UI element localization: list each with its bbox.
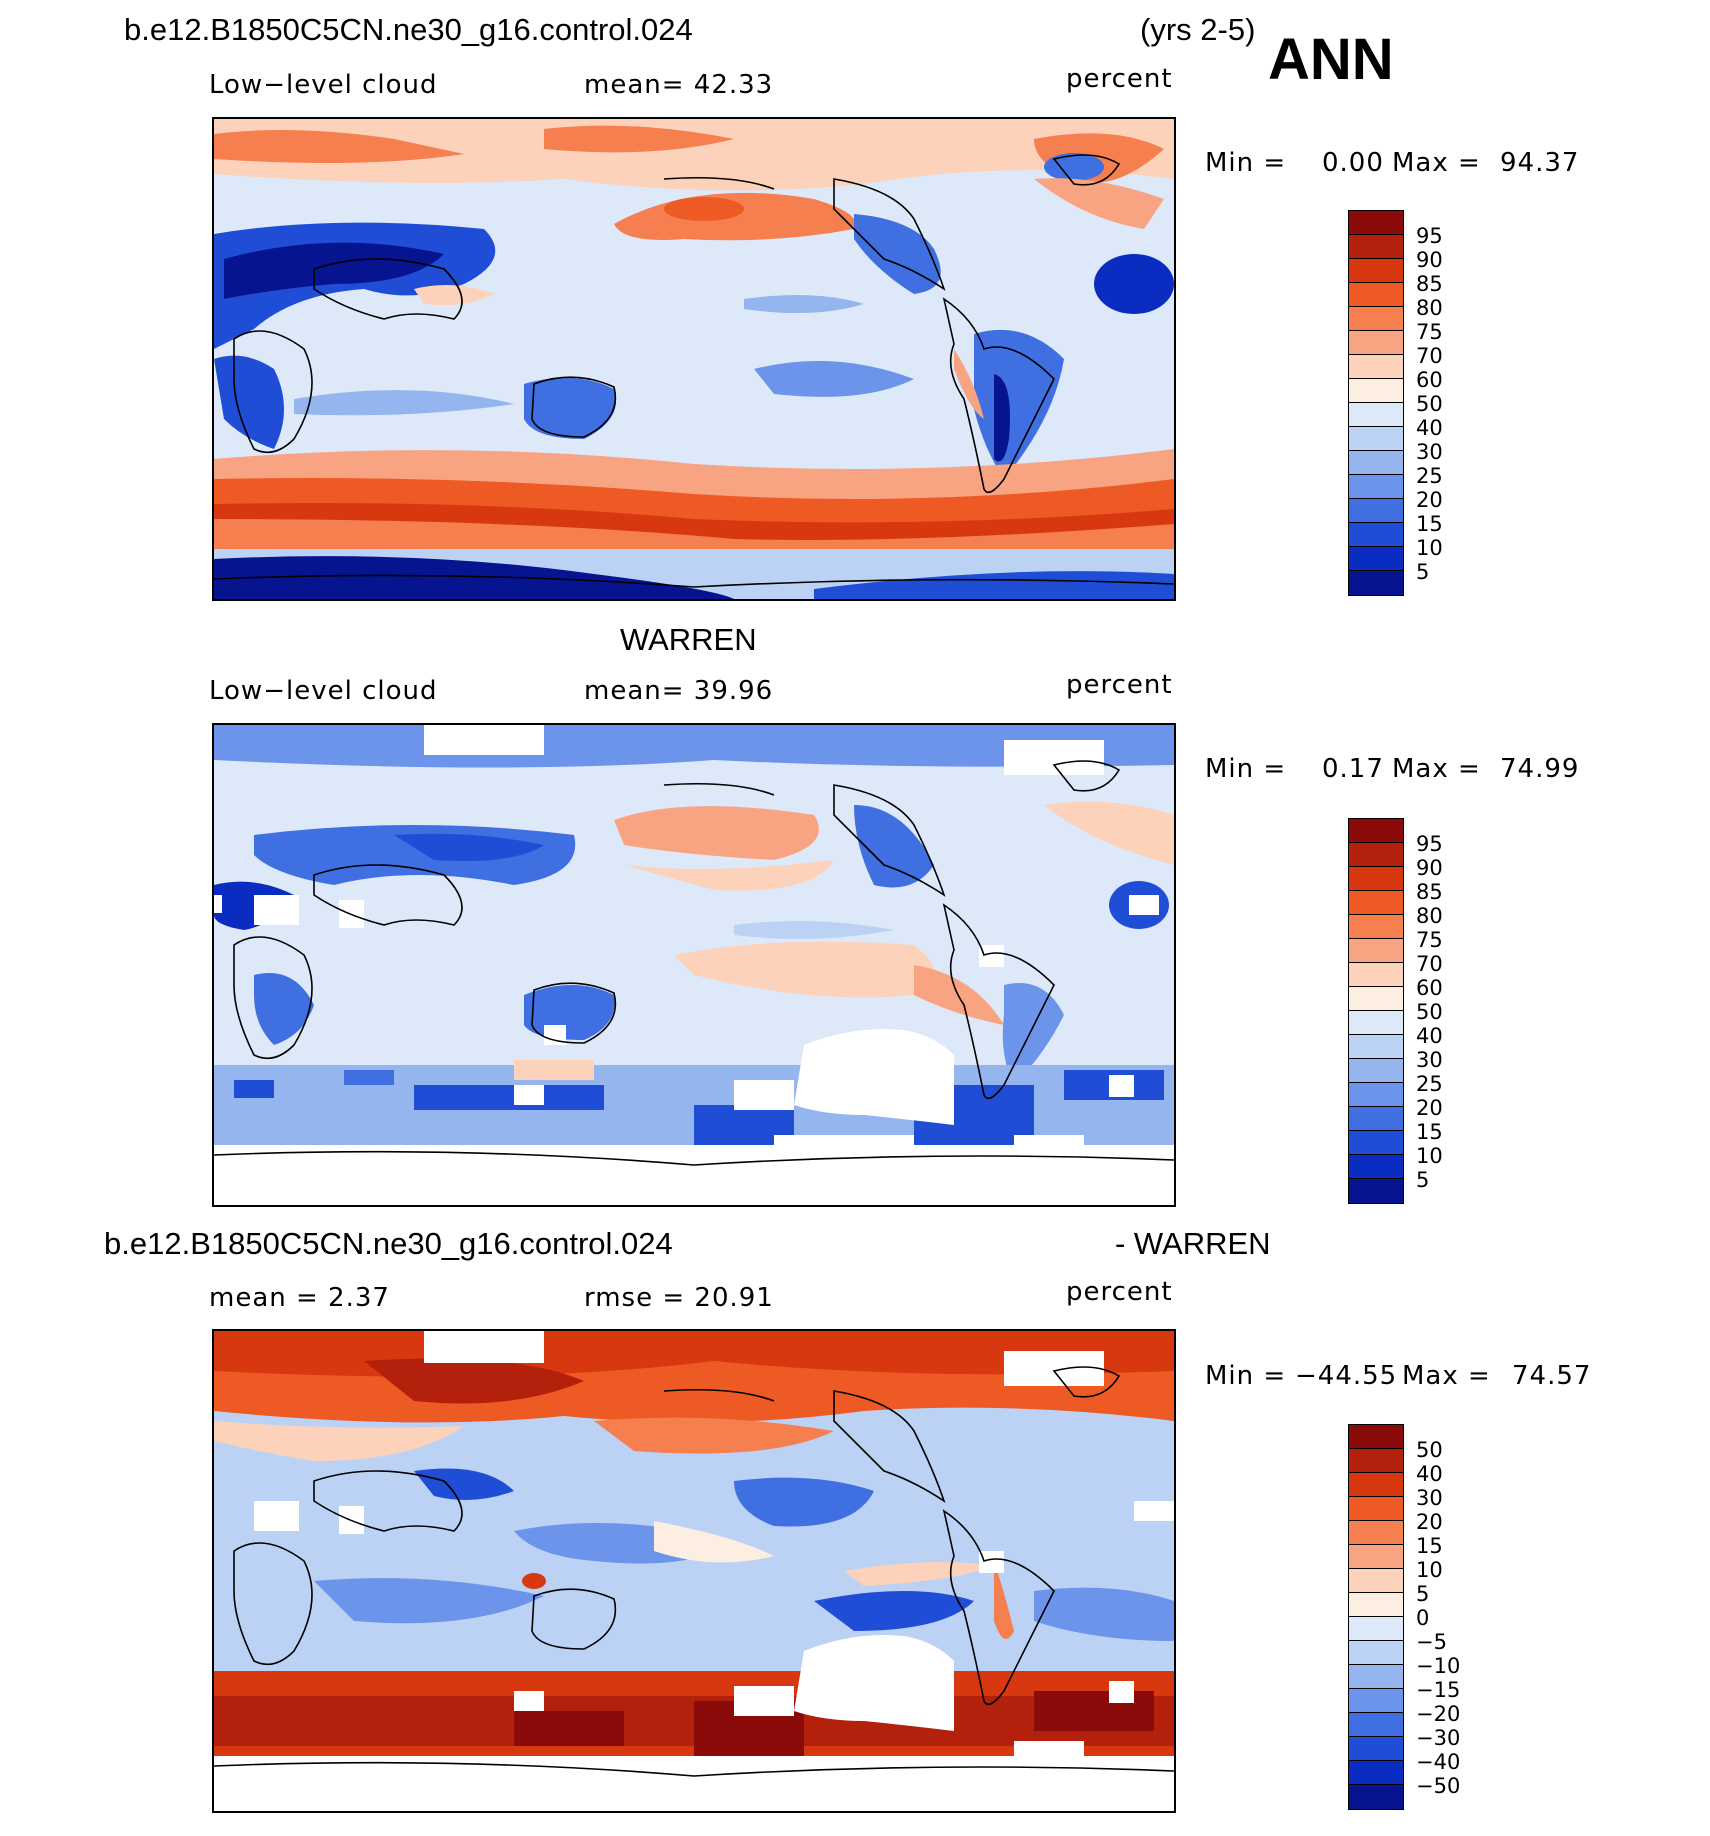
panel1-colorbar bbox=[1348, 210, 1404, 596]
panel2-min-value: 0.17 bbox=[1322, 754, 1384, 784]
panel2-colorbar-label: 40 bbox=[1416, 1024, 1443, 1048]
panel2-colorbar-label: 15 bbox=[1416, 1120, 1443, 1144]
panel3-max-value: 74.57 bbox=[1512, 1361, 1592, 1391]
panel3-colorbar-label: −50 bbox=[1416, 1774, 1461, 1798]
panel3-colorbar-label: 20 bbox=[1416, 1510, 1443, 1534]
season-label: ANN bbox=[1268, 27, 1394, 92]
panel2-min-label: Min = bbox=[1205, 754, 1287, 784]
panel2-colorbar-label: 60 bbox=[1416, 976, 1443, 1000]
panel2-colorbar-label: 20 bbox=[1416, 1096, 1443, 1120]
panel1-colorbar-label: 85 bbox=[1416, 272, 1443, 296]
panel3-colorbar-label: 0 bbox=[1416, 1606, 1430, 1630]
panel2-max-value: 74.99 bbox=[1500, 754, 1580, 784]
panel2-colorbar bbox=[1348, 818, 1404, 1204]
panel1-colorbar-label: 15 bbox=[1416, 512, 1443, 536]
panel1-max-label: Max = bbox=[1392, 148, 1481, 178]
panel3-mean-label: mean = 2.37 bbox=[209, 1283, 390, 1313]
panel1-colorbar-label: 60 bbox=[1416, 368, 1443, 392]
panel2-max-label: Max = bbox=[1392, 754, 1481, 784]
panel3-colorbar-label: 5 bbox=[1416, 1582, 1430, 1606]
panel3-min-value: −44.55 bbox=[1295, 1361, 1398, 1391]
panel3-max-label: Max = bbox=[1402, 1361, 1491, 1391]
panel2-colorbar-label: 30 bbox=[1416, 1048, 1443, 1072]
panel2-colorbar-label: 95 bbox=[1416, 832, 1443, 856]
panel3-title-right: - WARREN bbox=[1115, 1226, 1271, 1261]
years-label: (yrs 2-5) bbox=[1140, 12, 1256, 47]
panel3-colorbar-label: −30 bbox=[1416, 1726, 1461, 1750]
map-panel-warren bbox=[212, 723, 1176, 1207]
low-cloud-map-model bbox=[214, 119, 1174, 599]
panel1-colorbar-label: 80 bbox=[1416, 296, 1443, 320]
low-cloud-difference-map bbox=[214, 1331, 1174, 1811]
panel1-max-value: 94.37 bbox=[1500, 148, 1580, 178]
panel2-title: WARREN bbox=[620, 622, 757, 657]
panel3-colorbar-label: 30 bbox=[1416, 1486, 1443, 1510]
panel3-colorbar-label: 15 bbox=[1416, 1534, 1443, 1558]
panel2-colorbar-label: 90 bbox=[1416, 856, 1443, 880]
panel2-colorbar-label: 10 bbox=[1416, 1144, 1443, 1168]
panel2-mean-label: mean= 39.96 bbox=[584, 676, 774, 706]
panel2-colorbar-label: 70 bbox=[1416, 952, 1443, 976]
panel3-colorbar-label: −20 bbox=[1416, 1702, 1461, 1726]
panel2-colorbar-label: 80 bbox=[1416, 904, 1443, 928]
panel2-colorbar-label: 25 bbox=[1416, 1072, 1443, 1096]
panel1-units-label: percent bbox=[1066, 64, 1173, 94]
panel1-colorbar-label: 70 bbox=[1416, 344, 1443, 368]
panel3-colorbar-label: 50 bbox=[1416, 1438, 1443, 1462]
panel1-colorbar-label: 25 bbox=[1416, 464, 1443, 488]
panel1-colorbar-label: 20 bbox=[1416, 488, 1443, 512]
map-panel-difference bbox=[212, 1329, 1176, 1813]
panel1-colorbar-label: 40 bbox=[1416, 416, 1443, 440]
panel3-colorbar-label: 10 bbox=[1416, 1558, 1443, 1582]
panel3-colorbar-label: −15 bbox=[1416, 1678, 1461, 1702]
panel2-units-label: percent bbox=[1066, 670, 1173, 700]
panel1-min-value: 0.00 bbox=[1322, 148, 1384, 178]
panel1-colorbar-label: 5 bbox=[1416, 560, 1430, 584]
panel1-mean-label: mean= 42.33 bbox=[584, 70, 774, 100]
panel3-colorbar-label: −40 bbox=[1416, 1750, 1461, 1774]
panel1-colorbar-label: 75 bbox=[1416, 320, 1443, 344]
map-panel-model bbox=[212, 117, 1176, 601]
panel2-variable-label: Low−level cloud bbox=[209, 676, 438, 706]
panel3-rmse-label: rmse = 20.91 bbox=[584, 1283, 774, 1313]
panel1-min-label: Min = bbox=[1205, 148, 1287, 178]
panel3-units-label: percent bbox=[1066, 1277, 1173, 1307]
panel2-colorbar-label: 85 bbox=[1416, 880, 1443, 904]
panel2-colorbar-label: 5 bbox=[1416, 1168, 1430, 1192]
panel1-colorbar-label: 90 bbox=[1416, 248, 1443, 272]
panel1-colorbar-label: 30 bbox=[1416, 440, 1443, 464]
panel3-title-left: b.e12.B1850C5CN.ne30_g16.control.024 bbox=[104, 1226, 673, 1261]
case-name: b.e12.B1850C5CN.ne30_g16.control.024 bbox=[124, 12, 693, 47]
panel3-colorbar-label: 40 bbox=[1416, 1462, 1443, 1486]
panel1-variable-label: Low−level cloud bbox=[209, 70, 438, 100]
panel3-colorbar-label: −10 bbox=[1416, 1654, 1461, 1678]
panel2-colorbar-label: 50 bbox=[1416, 1000, 1443, 1024]
panel1-colorbar-label: 95 bbox=[1416, 224, 1443, 248]
panel3-min-label: Min = bbox=[1205, 1361, 1287, 1391]
panel2-colorbar-label: 75 bbox=[1416, 928, 1443, 952]
panel3-colorbar bbox=[1348, 1424, 1404, 1810]
panel1-colorbar-label: 10 bbox=[1416, 536, 1443, 560]
panel3-colorbar-label: −5 bbox=[1416, 1630, 1447, 1654]
low-cloud-map-warren bbox=[214, 725, 1174, 1205]
panel1-colorbar-label: 50 bbox=[1416, 392, 1443, 416]
